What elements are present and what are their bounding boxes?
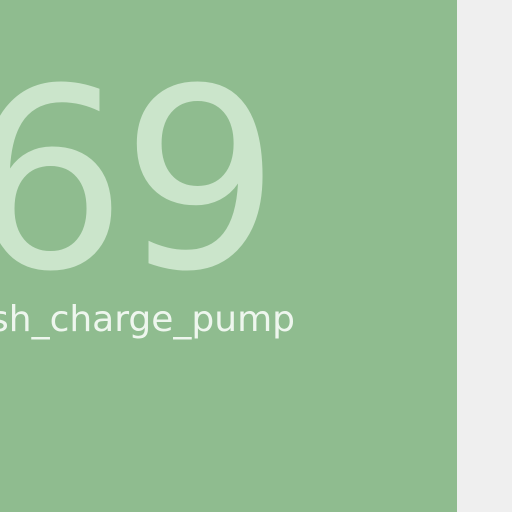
metric-value: 69 <box>0 35 280 326</box>
metric-label: sh_charge_pump <box>0 299 295 340</box>
page-background <box>457 0 512 512</box>
metric-tile[interactable]: 69 sh_charge_pump <box>0 0 457 512</box>
